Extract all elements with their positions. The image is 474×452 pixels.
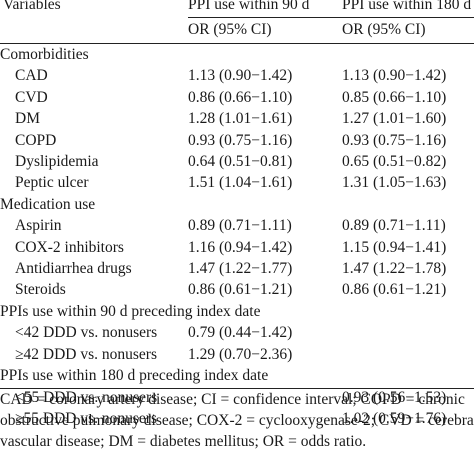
row-label: Comorbidities [0, 46, 89, 63]
row-label: Medication use [0, 195, 96, 213]
row-label: Peptic ulcer [15, 174, 89, 192]
table-row: COPD 0.93 (0.75−1.16) 0.93 (0.75−1.16) [0, 130, 474, 151]
row-label: Antidiarrhea drugs [15, 260, 132, 278]
table-row: <55 DDD vs. nonusers 0.93 (0.56−1.53) [0, 387, 474, 408]
or-180d-value [342, 322, 474, 343]
table-row: ≥42 DDD vs. nonusers 1.29 (0.70−2.36) [0, 344, 474, 365]
or-180d-value: 0.85 (0.66−1.10) [342, 88, 447, 106]
or-90d-value: 0.93 (0.75−1.16) [188, 131, 293, 149]
table-row: Antidiarrhea drugs 1.47 (1.22−1.77) 1.47 (… [0, 258, 474, 279]
header-bottom-rule [0, 43, 474, 44]
or-90d-value: 0.79 (0.44−1.42) [188, 324, 293, 342]
or-180d-value: 1.47 (1.22−1.78) [342, 260, 447, 278]
table-row: Peptic ulcer 1.51 (1.04−1.61) 1.31 (1.05−1… [0, 172, 474, 193]
or-90d-value [188, 194, 342, 215]
or-180d-value [342, 194, 474, 215]
footnote-line-1: CAD = coronary artery disease; CI = conf… [0, 391, 465, 408]
table-row: Dyslipidemia 0.64 (0.51−0.81) 0.65 (0.51−0… [0, 151, 474, 172]
row-label: COX-2 inhibitors [15, 238, 124, 256]
row-label: ≥42 DDD vs. nonusers [15, 345, 157, 363]
table-row: CVD 0.86 (0.66−1.10) 0.85 (0.66−1.10) [0, 87, 474, 108]
or-90d-value: 0.86 (0.61−1.21) [188, 281, 293, 299]
or-90d-value: 1.47 (1.22−1.77) [188, 260, 293, 278]
or-180d-value: 1.31 (1.05−1.63) [342, 174, 447, 192]
section-header-row: PPIs use within 90 d preceding index dat… [0, 301, 474, 322]
or-90d-value: 1.29 (0.70−2.36) [188, 345, 293, 363]
row-label: CVD [15, 88, 48, 106]
or-180d-value [342, 344, 474, 365]
table-bottom-rule [0, 388, 474, 389]
table-row: ≥55 DDD vs. nonusers 1.02 (0.59−1.76) [0, 408, 474, 429]
or-90d-value: 1.51 (1.04−1.61) [188, 174, 293, 192]
or-180d-value [342, 365, 474, 386]
table-row: DM 1.28 (1.01−1.61) 1.27 (1.01−1.60) [0, 108, 474, 129]
or-90d-value [188, 44, 342, 65]
or-90d-value: 0.86 (0.66−1.10) [188, 88, 293, 106]
row-label: DM [15, 110, 40, 128]
row-label: Dyslipidemia [15, 153, 99, 171]
or-90d-value: 0.64 (0.51−0.81) [188, 153, 293, 171]
odds-ratio-table: Comorbidities CAD 1.13 (0.90−1.42) 1.13 (0.… [0, 44, 474, 429]
section-header-row: PPIs use within 180 d preceding index da… [0, 365, 474, 386]
table-row: Steroids 0.86 (0.61−1.21) 0.86 (0.61−1.21) [0, 279, 474, 300]
row-label: Steroids [15, 281, 66, 299]
or-90d-value: 1.28 (1.01−1.61) [188, 110, 293, 128]
row-label: PPIs use within 180 d preceding index da… [0, 367, 269, 385]
or-180d-value: 1.13 (0.90−1.42) [342, 67, 447, 85]
header-or-90d: OR (95% CI) [188, 21, 272, 38]
or-180d-value: 0.65 (0.51−0.82) [342, 153, 447, 171]
table-row: <42 DDD vs. nonusers 0.79 (0.44−1.42) [0, 322, 474, 343]
or-90d-value: 0.89 (0.71−1.11) [188, 217, 292, 235]
row-label: ≥55 DDD vs. nonusers [15, 409, 157, 427]
or-180d-value: 1.27 (1.01−1.60) [342, 110, 447, 128]
header-variables: Variables [3, 0, 61, 13]
row-label: CAD [15, 67, 48, 85]
or-180d-value: 1.15 (0.94−1.41) [342, 238, 447, 256]
section-header-row: Medication use [0, 194, 474, 215]
row-label: <42 DDD vs. nonusers [15, 324, 158, 342]
or-180d-value [342, 301, 474, 322]
table-row: CAD 1.13 (0.90−1.42) 1.13 (0.90−1.42) [0, 65, 474, 86]
footnote-line-2: obstructive pulmonary disease; COX-2 = c… [0, 412, 474, 429]
row-label: PPIs use within 90 d preceding index dat… [0, 302, 261, 320]
row-label: <55 DDD vs. nonusers [15, 388, 158, 406]
or-180d-value: 0.86 (0.61−1.21) [342, 281, 447, 299]
or-90d-value: 1.16 (0.94−1.42) [188, 238, 293, 256]
header-ppi-90d: PPI use within 90 d [188, 0, 310, 13]
or-180d-value: 0.89 (0.71−1.11) [342, 217, 446, 235]
footnote: CAD = coronary artery disease; CI = conf… [0, 389, 474, 452]
row-label: Aspirin [15, 217, 62, 235]
or-90d-value: 1.13 (0.90−1.42) [188, 67, 293, 85]
or-180d-value: 0.93 (0.75−1.16) [342, 131, 447, 149]
or-180d-value [342, 44, 474, 65]
header-subrule [188, 17, 474, 18]
footnote-line-3: vascular disease; DM = diabetes mellitus… [0, 433, 367, 450]
header-ppi-180d: PPI use within 180 d [342, 0, 472, 13]
header-or-180d: OR (95% CI) [342, 21, 426, 38]
or-180d-value: 1.02 (0.59−1.76) [342, 409, 447, 427]
section-header-row: Comorbidities [0, 44, 474, 65]
table-body: Comorbidities CAD 1.13 (0.90−1.42) 1.13 (0.… [0, 44, 474, 429]
row-label: COPD [15, 131, 57, 149]
table-row: Aspirin 0.89 (0.71−1.11) 0.89 (0.71−1.11) [0, 215, 474, 236]
or-180d-value: 0.93 (0.56−1.53) [342, 388, 447, 406]
table-row: COX-2 inhibitors 1.16 (0.94−1.42) 1.15 (0.… [0, 237, 474, 258]
